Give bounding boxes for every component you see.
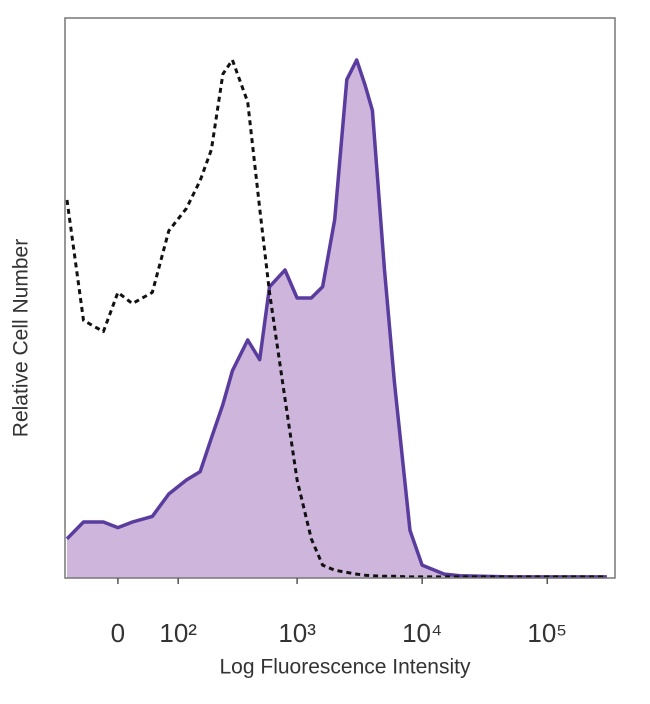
x-tick-label: 0 [111,618,125,648]
x-tick-label: 10⁴ [402,618,442,648]
histogram-line [65,58,607,579]
x-axis-label: Log Fluorescence Intensity [220,656,471,679]
histogram-line [65,58,607,579]
y-axis-label: Relative Cell Number [10,239,33,437]
x-tick-label: 10⁵ [527,618,567,648]
histogram-area [67,60,607,578]
x-tick-label: 10³ [278,618,316,648]
plot-frame [64,17,616,579]
x-tick-label: 10² [159,618,197,648]
